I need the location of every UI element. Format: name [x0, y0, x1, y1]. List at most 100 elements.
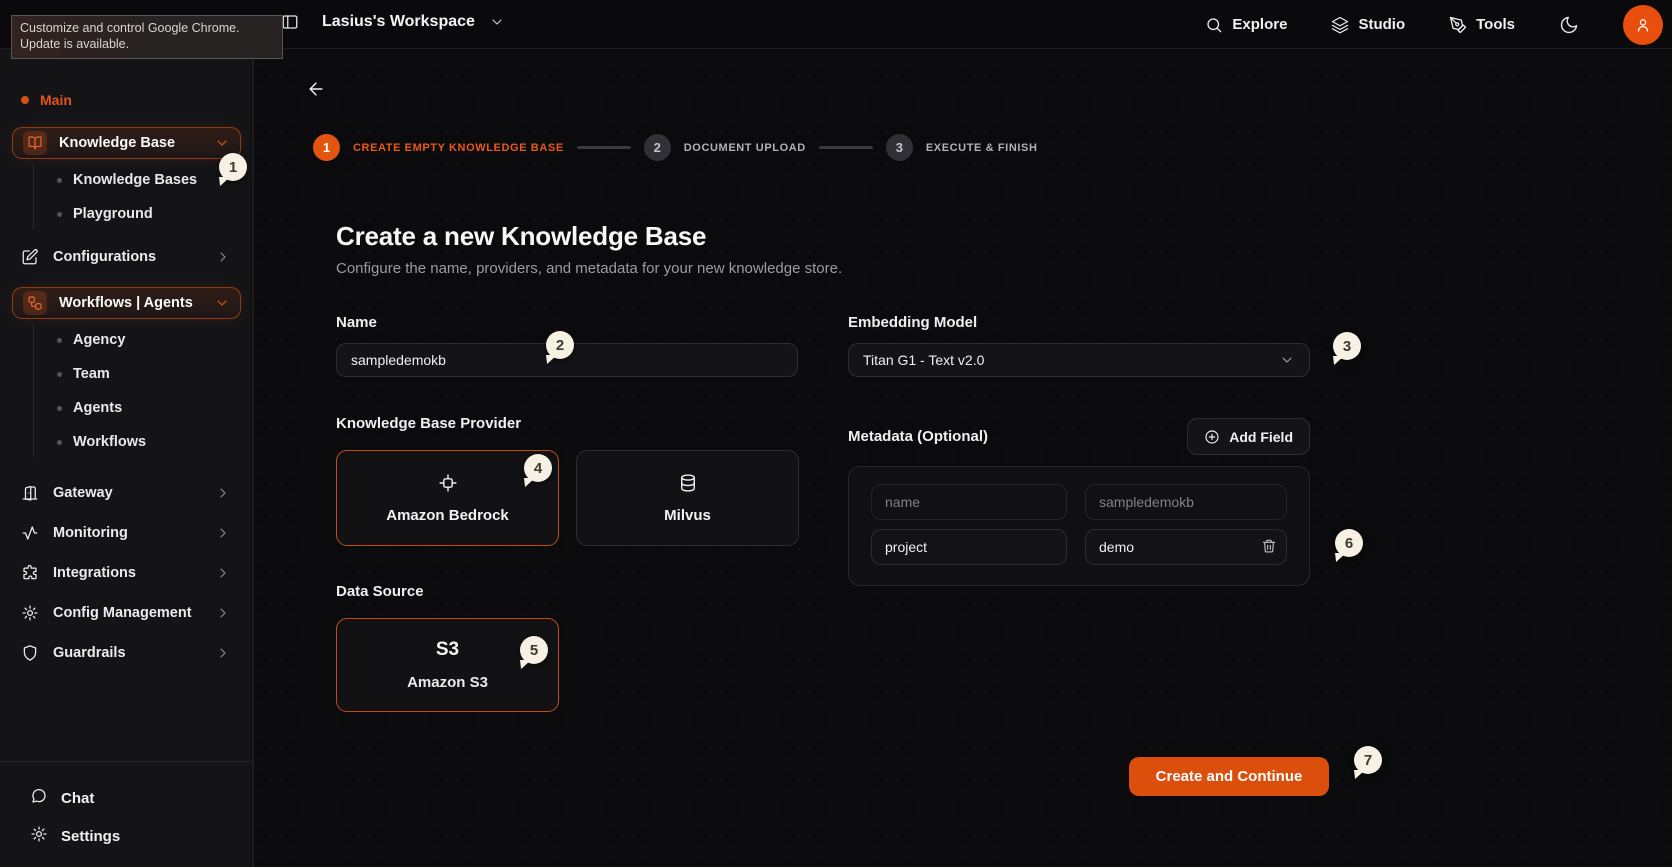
plus-circle-icon	[1205, 429, 1219, 444]
chevron-down-icon	[217, 300, 227, 306]
edit-icon	[21, 248, 39, 266]
data-source-card-s3[interactable]: S3 Amazon S3	[336, 618, 559, 712]
coachmark-badge-2: 2	[546, 331, 574, 359]
nav-studio[interactable]: Studio	[1331, 16, 1405, 34]
workspace-switcher[interactable]: Lasius's Workspace	[322, 13, 505, 31]
provider-cards: Amazon Bedrock Milvus	[336, 450, 799, 546]
chevron-right-icon	[220, 488, 226, 498]
sidebar-item-config-management[interactable]: Config Management	[0, 593, 253, 633]
main-content: 1 CREATE EMPTY KNOWLEDGE BASE 2 DOCUMENT…	[254, 49, 1672, 867]
sidebar-subitem-label: Workflows	[73, 434, 147, 450]
metadata-panel	[848, 466, 1310, 586]
coachmark-badge-7: 7	[1354, 746, 1382, 774]
cpu-icon	[438, 473, 457, 492]
database-icon	[680, 473, 695, 492]
sidebar-item-settings[interactable]: Settings	[0, 817, 253, 855]
nav-explore[interactable]: Explore	[1205, 16, 1287, 34]
sidebar-item-team[interactable]: Team	[0, 357, 253, 391]
provider-card-milvus[interactable]: Milvus	[576, 450, 799, 546]
sidebar-item-integrations[interactable]: Integrations	[0, 553, 253, 593]
nav-tools[interactable]: Tools	[1449, 16, 1515, 34]
embedding-model-value: Titan G1 - Text v2.0	[863, 352, 985, 368]
add-field-label: Add Field	[1229, 428, 1293, 445]
nav-explore-label: Explore	[1232, 16, 1288, 33]
sidebar-item-label: Guardrails	[53, 645, 126, 661]
bullet-dot-icon	[57, 371, 62, 377]
provider-card-label: Milvus	[664, 506, 711, 524]
chevron-right-icon	[220, 568, 226, 578]
coachmark-badge-3: 3	[1333, 332, 1361, 360]
user-avatar[interactable]	[1623, 4, 1663, 45]
workflows-subgroup: Agency Team Agents Workflows	[0, 319, 253, 465]
sidebar-item-knowledge-base[interactable]: Knowledge Base	[12, 127, 241, 159]
sidebar-item-label: Monitoring	[53, 525, 128, 541]
metadata-label: Metadata (Optional)	[848, 428, 989, 445]
sidebar-item-label: Gateway	[53, 485, 113, 501]
add-field-button[interactable]: Add Field	[1187, 418, 1310, 455]
sidebar-item-monitoring[interactable]: Monitoring	[0, 513, 253, 553]
sidebar-item-chat[interactable]: Chat	[0, 779, 253, 817]
metadata-key-input[interactable]	[871, 529, 1067, 565]
workflow-icon	[23, 291, 47, 315]
sidebar-item-workflows-agents[interactable]: Workflows | Agents	[12, 287, 241, 319]
data-source-title: S3	[435, 639, 460, 660]
sidebar-item-workflows[interactable]: Workflows	[0, 425, 253, 459]
sidebar-item-configurations[interactable]: Configurations	[0, 237, 253, 277]
bullet-dot-icon	[57, 439, 62, 445]
step-1-indicator: 1	[313, 134, 340, 161]
kb-provider-label: Knowledge Base Provider	[336, 415, 522, 432]
metadata-value-input[interactable]	[1085, 484, 1287, 520]
sidebar-item-agents[interactable]: Agents	[0, 391, 253, 425]
embedding-model-label: Embedding Model	[848, 314, 978, 331]
sidebar-subitem-label: Agents	[73, 400, 123, 416]
coachmark-badge-4: 4	[524, 454, 552, 482]
embedding-model-select[interactable]: Titan G1 - Text v2.0	[848, 343, 1310, 377]
provider-card-amazon-bedrock[interactable]: Amazon Bedrock	[336, 450, 559, 546]
sidebar-toggle-icon[interactable]	[281, 13, 299, 36]
sidebar-item-gateway[interactable]: Gateway	[0, 473, 253, 513]
data-source-label: Data Source	[336, 583, 424, 600]
sidebar-item-label: Chat	[61, 789, 95, 807]
create-and-continue-button[interactable]: Create and Continue	[1129, 757, 1329, 796]
chevron-right-icon	[220, 608, 226, 618]
pen-tool-icon	[1449, 16, 1467, 33]
metadata-key-input[interactable]	[871, 484, 1067, 520]
stepper-connector	[818, 146, 873, 149]
search-icon	[1207, 17, 1222, 32]
sidebar: Main Knowledge Base Knowledge Bases Play…	[0, 49, 254, 867]
step-3-indicator: 3	[885, 134, 913, 161]
back-button[interactable]	[306, 79, 326, 104]
chevron-right-icon	[220, 252, 226, 262]
user-icon	[1637, 18, 1649, 32]
arrow-left-icon	[309, 82, 323, 96]
chat-bubble-icon	[30, 787, 48, 810]
name-label: Name	[336, 314, 377, 331]
chevron-right-icon	[220, 528, 226, 538]
coachmark-badge-6: 6	[1335, 529, 1363, 557]
sidebar-item-playground[interactable]: Playground	[0, 197, 253, 231]
activity-icon	[21, 524, 39, 542]
delete-row-button[interactable]	[1261, 538, 1277, 559]
sidebar-item-knowledge-bases[interactable]: Knowledge Bases	[0, 163, 253, 197]
browser-tooltip-text: Customize and control Google Chrome. Upd…	[20, 21, 240, 51]
layers-icon	[1332, 16, 1349, 34]
sidebar-subitem-label: Knowledge Bases	[73, 172, 198, 188]
sidebar-item-agency[interactable]: Agency	[0, 323, 253, 357]
provider-card-label: Amazon Bedrock	[386, 506, 509, 524]
bullet-dot-icon	[57, 337, 62, 343]
knowledge-base-subgroup: Knowledge Bases Playground	[0, 159, 253, 237]
metadata-value-input[interactable]	[1085, 529, 1287, 565]
page-title: Create a new Knowledge Base	[336, 221, 707, 251]
bullet-dot-icon	[57, 177, 62, 183]
sidebar-subitem-label: Team	[73, 366, 110, 382]
sidebar-subitem-label: Agency	[73, 332, 126, 348]
sidebar-item-label: Integrations	[53, 565, 136, 581]
sidebar-item-guardrails[interactable]: Guardrails	[0, 633, 253, 673]
step-2-label: DOCUMENT UPLOAD	[683, 141, 806, 154]
moon-icon	[1560, 16, 1578, 33]
theme-toggle[interactable]	[1559, 15, 1579, 35]
chevron-down-icon	[492, 19, 502, 25]
chevron-down-icon	[217, 140, 227, 146]
sidebar-item-label: Settings	[61, 827, 121, 845]
shield-icon	[21, 644, 39, 662]
